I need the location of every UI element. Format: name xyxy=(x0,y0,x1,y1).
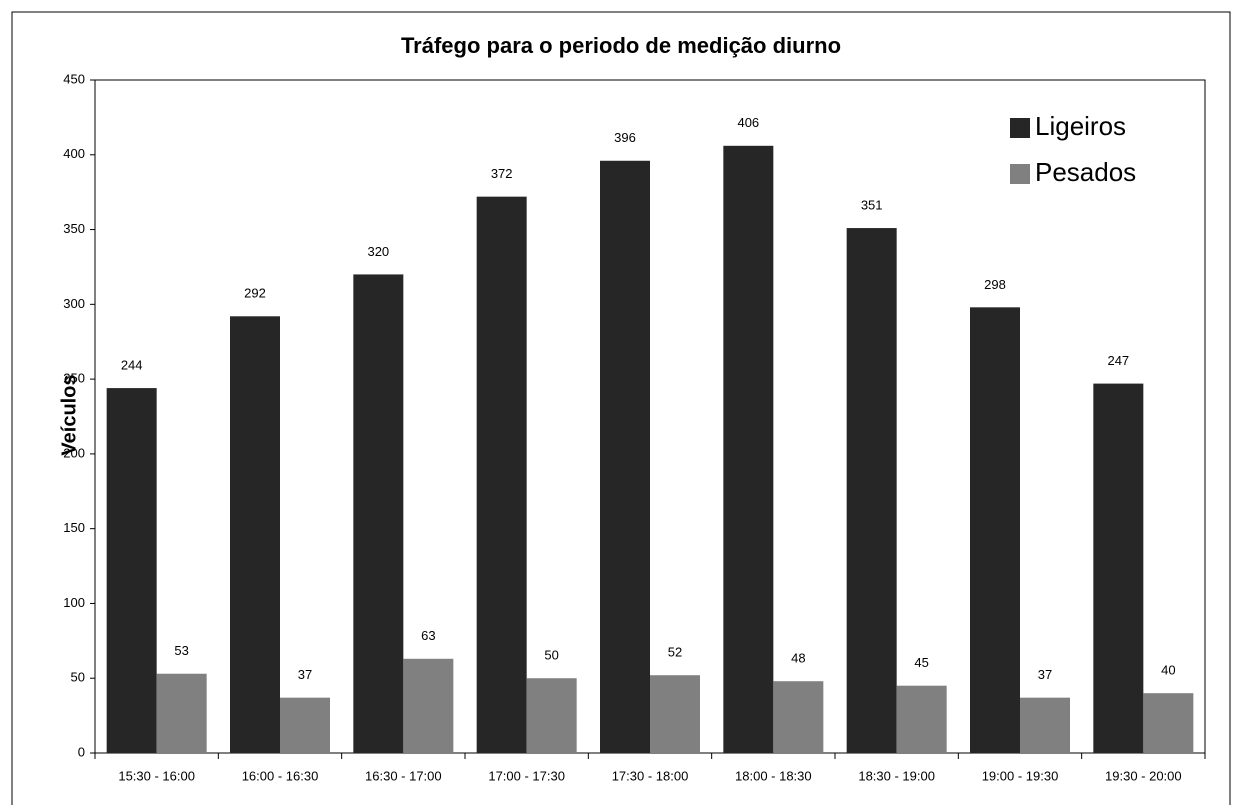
bar xyxy=(106,388,157,753)
data-label: 37 xyxy=(298,667,312,682)
data-label: 244 xyxy=(121,358,143,373)
bar xyxy=(1143,693,1194,753)
data-label: 37 xyxy=(1038,667,1052,682)
legend-label: Pesados xyxy=(1035,157,1136,187)
data-label: 63 xyxy=(421,628,435,643)
x-tick-label: 18:30 - 19:00 xyxy=(858,768,935,783)
bar xyxy=(156,673,207,753)
y-axis-label: Veículos xyxy=(58,374,80,455)
y-tick-label: 0 xyxy=(78,744,85,759)
data-label: 247 xyxy=(1107,353,1129,368)
bar xyxy=(1093,383,1144,753)
x-tick-label: 17:30 - 18:00 xyxy=(612,768,689,783)
y-tick-label: 200 xyxy=(63,445,85,460)
data-label: 406 xyxy=(737,115,759,130)
bar xyxy=(970,307,1020,753)
bar xyxy=(896,685,947,753)
data-label: 351 xyxy=(861,197,883,212)
data-label: 372 xyxy=(491,166,513,181)
data-label: 292 xyxy=(244,286,266,301)
data-label: 396 xyxy=(614,130,636,145)
data-label: 320 xyxy=(367,244,389,259)
data-label: 48 xyxy=(791,651,805,666)
data-label: 298 xyxy=(984,277,1006,292)
y-tick-label: 400 xyxy=(63,146,85,161)
data-label: 53 xyxy=(174,643,188,658)
data-label: 50 xyxy=(544,648,558,663)
bar xyxy=(476,196,527,754)
y-tick-label: 450 xyxy=(63,71,85,86)
x-tick-label: 16:00 - 16:30 xyxy=(242,768,319,783)
y-tick-label: 250 xyxy=(63,371,85,386)
y-tick-label: 300 xyxy=(63,296,85,311)
bar xyxy=(846,228,897,753)
x-tick-label: 16:30 - 17:00 xyxy=(365,768,442,783)
data-label: 52 xyxy=(668,645,682,660)
data-label: 40 xyxy=(1161,663,1175,678)
legend-swatch xyxy=(1010,118,1030,138)
bar xyxy=(353,274,404,753)
bar xyxy=(230,316,280,753)
y-tick-label: 350 xyxy=(63,221,85,236)
bar xyxy=(526,678,577,753)
x-tick-label: 15:30 - 16:00 xyxy=(118,768,195,783)
bar xyxy=(280,697,330,753)
y-tick-label: 50 xyxy=(71,670,85,685)
y-tick-label: 150 xyxy=(63,520,85,535)
legend-label: Ligeiros xyxy=(1035,111,1126,141)
bar xyxy=(403,658,454,753)
bar xyxy=(650,675,700,753)
x-tick-label: 18:00 - 18:30 xyxy=(735,768,812,783)
x-tick-label: 19:30 - 20:00 xyxy=(1105,768,1182,783)
legend-swatch xyxy=(1010,164,1030,184)
data-label: 45 xyxy=(914,655,928,670)
x-tick-label: 17:00 - 17:30 xyxy=(488,768,565,783)
bar xyxy=(773,681,824,753)
bar xyxy=(600,160,650,753)
y-tick-label: 100 xyxy=(63,595,85,610)
chart-title: Tráfego para o periodo de medição diurno xyxy=(401,33,841,58)
bar xyxy=(723,145,774,753)
bar xyxy=(1020,697,1070,753)
x-tick-label: 19:00 - 19:30 xyxy=(982,768,1059,783)
